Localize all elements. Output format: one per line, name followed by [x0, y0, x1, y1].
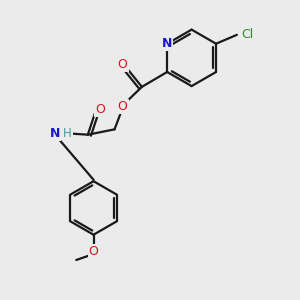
Text: H: H — [63, 127, 72, 140]
Text: O: O — [95, 103, 105, 116]
Text: N: N — [50, 127, 60, 140]
Text: O: O — [118, 58, 128, 71]
Text: O: O — [88, 244, 98, 258]
Text: N: N — [162, 37, 172, 50]
Text: O: O — [118, 100, 128, 113]
Text: Cl: Cl — [241, 28, 254, 41]
